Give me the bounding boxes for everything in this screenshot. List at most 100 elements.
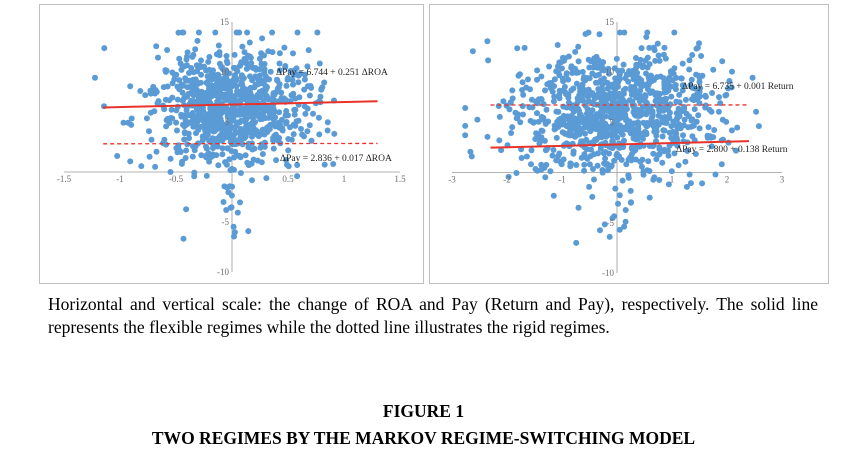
scatter-point bbox=[186, 135, 192, 142]
scatter-point bbox=[174, 96, 181, 103]
scatter-point bbox=[212, 113, 219, 120]
scatter-point bbox=[307, 83, 314, 89]
scatter-point bbox=[692, 151, 699, 157]
scatter-point bbox=[163, 123, 170, 130]
scatter-point bbox=[261, 52, 267, 59]
scatter-point bbox=[310, 110, 316, 117]
scatter-point bbox=[654, 40, 661, 47]
scatter-point bbox=[666, 74, 673, 81]
scatter-point bbox=[586, 183, 593, 190]
scatter-point bbox=[578, 93, 585, 100]
scatter-point bbox=[304, 128, 311, 135]
scatter-point bbox=[261, 139, 268, 146]
scatter-point bbox=[538, 161, 545, 168]
scatter-point bbox=[223, 53, 230, 59]
scatter-point bbox=[708, 134, 714, 141]
scatter-point bbox=[632, 147, 639, 153]
scatter-point bbox=[500, 98, 507, 105]
scatter-point bbox=[267, 121, 274, 128]
scatter-point bbox=[193, 77, 199, 84]
scatter-point bbox=[217, 94, 224, 101]
scatter-point bbox=[190, 123, 197, 130]
scatter-point bbox=[519, 103, 526, 110]
scatter-point bbox=[262, 91, 269, 98]
scatter-point bbox=[223, 82, 230, 89]
scatter-point bbox=[169, 115, 176, 122]
scatter-point bbox=[246, 39, 253, 46]
x-tick-label: -0.5 bbox=[169, 174, 184, 184]
scatter-point bbox=[324, 127, 331, 134]
scatter-point bbox=[615, 200, 621, 207]
scatter-point bbox=[474, 116, 481, 123]
scatter-point bbox=[234, 88, 241, 94]
scatter-point bbox=[227, 167, 234, 174]
scatter-point bbox=[539, 128, 546, 134]
scatter-point bbox=[275, 84, 282, 91]
scatter-point bbox=[550, 98, 557, 105]
scatter-point bbox=[162, 68, 169, 75]
figure-caption: Horizontal and vertical scale: the chang… bbox=[48, 294, 818, 337]
scatter-point bbox=[646, 44, 653, 51]
scatter-point bbox=[127, 158, 134, 165]
scatter-point bbox=[306, 122, 313, 129]
scatter-point bbox=[599, 125, 606, 132]
scatter-point bbox=[668, 93, 675, 100]
scatter-point bbox=[259, 151, 266, 157]
scatter-point bbox=[617, 127, 623, 134]
scatter-point bbox=[190, 98, 197, 105]
scatter-point bbox=[725, 85, 732, 92]
scatter-point bbox=[591, 176, 597, 183]
scatter-point bbox=[569, 70, 576, 76]
scatter-point bbox=[241, 135, 248, 142]
scatter-point bbox=[514, 45, 521, 52]
scatter-point bbox=[244, 29, 251, 36]
scatter-point bbox=[194, 116, 201, 123]
scatter-point bbox=[652, 57, 659, 64]
scatter-point bbox=[538, 135, 545, 142]
scatter-point bbox=[238, 81, 244, 88]
y-tick-label: -5 bbox=[222, 217, 230, 227]
scatter-point bbox=[728, 127, 735, 134]
scatter-point bbox=[672, 82, 679, 88]
scatter-point bbox=[257, 111, 264, 118]
y-tick-label: 15 bbox=[605, 17, 615, 27]
scatter-point bbox=[623, 161, 630, 168]
scatter-point bbox=[269, 49, 276, 56]
scatter-point bbox=[283, 82, 290, 89]
scatter-point bbox=[661, 127, 668, 134]
scatter-point bbox=[186, 119, 193, 126]
scatter-point bbox=[604, 79, 611, 86]
scatter-point bbox=[733, 147, 739, 154]
scatter-point bbox=[175, 29, 182, 36]
scatter-point bbox=[705, 124, 712, 131]
scatter-point bbox=[668, 69, 674, 76]
scatter-point bbox=[219, 145, 226, 152]
scatter-point bbox=[316, 131, 323, 138]
scatter-point bbox=[686, 171, 693, 178]
scatter-point bbox=[462, 132, 469, 139]
scatter-point bbox=[584, 75, 591, 81]
y-tick-label: -5 bbox=[607, 218, 615, 228]
scatter-point bbox=[526, 104, 533, 111]
y-tick-label: 5 bbox=[610, 117, 615, 127]
scatter-point bbox=[574, 105, 581, 112]
scatter-point bbox=[661, 148, 668, 155]
scatter-point bbox=[572, 48, 579, 55]
scatter-point bbox=[184, 49, 191, 56]
scatter-point bbox=[633, 136, 639, 143]
scatter-point bbox=[290, 81, 296, 88]
scatter-point bbox=[301, 76, 308, 83]
scatter-point bbox=[578, 119, 585, 125]
scatter-point bbox=[164, 47, 171, 53]
scatter-point bbox=[281, 44, 288, 51]
scatter-point bbox=[575, 58, 582, 65]
scatter-point bbox=[616, 144, 623, 151]
scatter-point bbox=[270, 92, 277, 99]
scatter-point bbox=[686, 57, 693, 64]
scatter-point bbox=[676, 91, 683, 98]
scatter-point bbox=[711, 127, 718, 133]
scatter-point bbox=[221, 127, 228, 134]
scatter-point bbox=[195, 29, 202, 36]
scatter-point bbox=[247, 53, 254, 60]
y-tick-label: 5 bbox=[225, 117, 230, 127]
